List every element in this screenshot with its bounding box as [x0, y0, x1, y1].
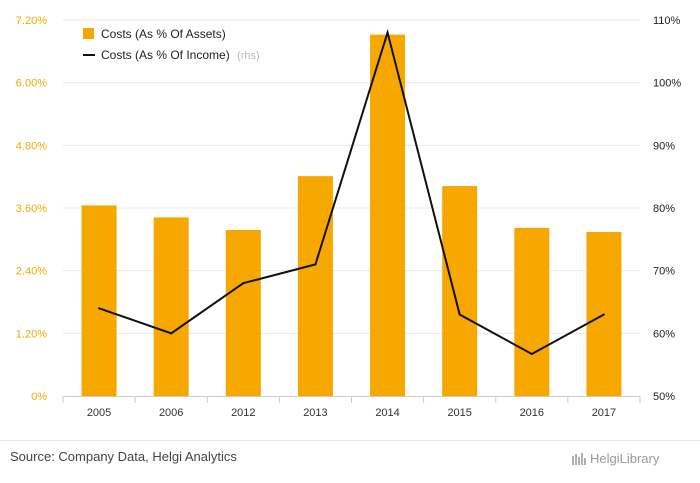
y-right-tick-label: 50% — [653, 391, 675, 403]
line-point — [530, 353, 533, 356]
y-left-tick-label: 7.20% — [16, 15, 47, 27]
x-tick-label: 2013 — [303, 407, 327, 419]
line-point — [98, 307, 101, 310]
y-left-tick-label: 6.00% — [16, 78, 47, 90]
x-tick-label: 2017 — [592, 407, 616, 419]
y-right-tick-label: 80% — [653, 203, 675, 215]
line-point — [386, 31, 389, 34]
x-tick-label: 2006 — [159, 407, 183, 419]
source-note: Source: Company Data, Helgi Analytics — [10, 449, 237, 464]
footer-divider — [0, 440, 700, 441]
bar — [514, 227, 550, 396]
library-icon — [572, 452, 586, 465]
x-tick-label: 2005 — [87, 407, 111, 419]
line-point — [314, 263, 317, 266]
brand-name: HelgiLibrary — [590, 451, 660, 466]
y-left-tick-label: 1.20% — [16, 328, 47, 340]
line-point — [602, 313, 605, 316]
line-point — [458, 313, 461, 316]
x-tick-label: 2014 — [375, 407, 399, 419]
grid — [63, 19, 640, 334]
bar — [370, 34, 406, 396]
legend-label-line: Costs (As % Of Income) (rhs) — [101, 48, 260, 62]
legend-label-line-text: Costs (As % Of Income) — [101, 48, 230, 62]
x-tick-label: 2016 — [520, 407, 544, 419]
axes: 0% 50% 1.20% 60% 2.40% 70% 3.60% 80% 4.80% 90% 6.0… — [16, 15, 682, 419]
income-line — [98, 28, 605, 356]
y-right-tick-label: 100% — [653, 78, 681, 90]
legend-label-bar: Costs (As % Of Assets) — [101, 27, 226, 41]
legend: Costs (As % Of Assets) Costs (As % Of In… — [83, 27, 260, 62]
legend-label-line-suffix: (rhs) — [237, 50, 260, 62]
legend-swatch-bar — [83, 28, 94, 39]
brand-logo: HelgiLibrary — [572, 451, 659, 466]
x-tick-label: 2012 — [231, 407, 255, 419]
chart: 0% 50% 1.20% 60% 2.40% 70% 3.60% 80% 4.80% 90% 6.0… — [16, 15, 682, 419]
y-right-tick-label: 70% — [653, 266, 675, 278]
bar — [225, 229, 261, 396]
line-point — [170, 332, 173, 335]
y-left-tick-label: 2.40% — [16, 266, 47, 278]
y-left-tick-label: 4.80% — [16, 140, 47, 152]
y-left-tick-label: 0% — [31, 391, 47, 403]
bar — [153, 217, 189, 396]
bar — [297, 176, 333, 396]
line-point — [242, 282, 245, 285]
bars — [81, 34, 622, 396]
y-right-tick-label: 60% — [653, 328, 675, 340]
line-series — [98, 28, 605, 356]
bar — [442, 186, 478, 396]
bar — [81, 205, 117, 396]
x-tick-label: 2015 — [447, 407, 471, 419]
y-right-tick-label: 90% — [653, 140, 675, 152]
y-left-tick-label: 3.60% — [16, 203, 47, 215]
y-right-tick-label: 110% — [653, 15, 681, 27]
